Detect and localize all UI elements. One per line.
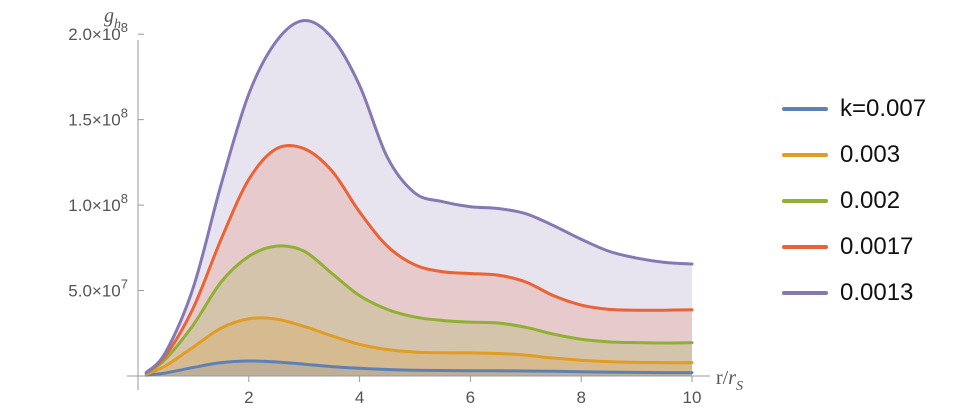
legend-label: 0.003 — [840, 141, 901, 168]
y-tick-label: 2.0×108 — [68, 20, 128, 44]
legend-label: 0.002 — [840, 187, 901, 214]
x-tick-label: 4 — [355, 388, 364, 407]
area-fill-5 — [146, 20, 692, 376]
series-line-2 — [144, 316, 694, 376]
series-line-5 — [144, 19, 694, 375]
legend-item-4: 0.0017 — [782, 224, 926, 270]
x-tick-label: 8 — [576, 388, 585, 407]
x-tick-label: 6 — [466, 388, 475, 407]
x-tick-label: 2 — [244, 388, 253, 407]
legend-swatch — [782, 199, 828, 203]
legend-swatch — [782, 153, 828, 157]
legend-label: 0.0017 — [840, 233, 914, 260]
series-line-3 — [144, 244, 694, 375]
x-axis-label: r/rS — [716, 367, 743, 394]
area-fill-4 — [146, 145, 692, 376]
legend-item-5: 0.0013 — [782, 270, 926, 316]
area-fill-3 — [146, 245, 692, 376]
legend-swatch — [782, 245, 828, 249]
series-line-4 — [144, 143, 694, 375]
axes — [127, 40, 710, 390]
y-tick-label: 1.5×108 — [68, 106, 128, 130]
legend-item-3: 0.002 — [782, 178, 926, 224]
x-tick-label: 10 — [683, 388, 702, 407]
legend-item-2: 0.003 — [782, 132, 926, 178]
legend-item-1: k=0.007 — [782, 86, 926, 132]
series-lines — [144, 19, 694, 377]
ticks: 2 4 6 8 10 5.0×107 1.0×108 1.5×108 2.0×108 — [68, 20, 701, 407]
y-axis-label: gh — [104, 5, 121, 32]
legend-swatch — [782, 107, 828, 111]
legend-label: k=0.007 — [840, 95, 927, 122]
area-fills — [146, 20, 692, 376]
legend: k=0.007 0.003 0.002 0.0017 0.0013 — [782, 86, 926, 316]
legend-swatch — [782, 291, 828, 295]
y-tick-label: 1.0×108 — [68, 191, 128, 215]
legend-label: 0.0013 — [840, 279, 914, 306]
series-line-1 — [144, 359, 694, 377]
y-tick-label: 5.0×107 — [68, 277, 128, 301]
